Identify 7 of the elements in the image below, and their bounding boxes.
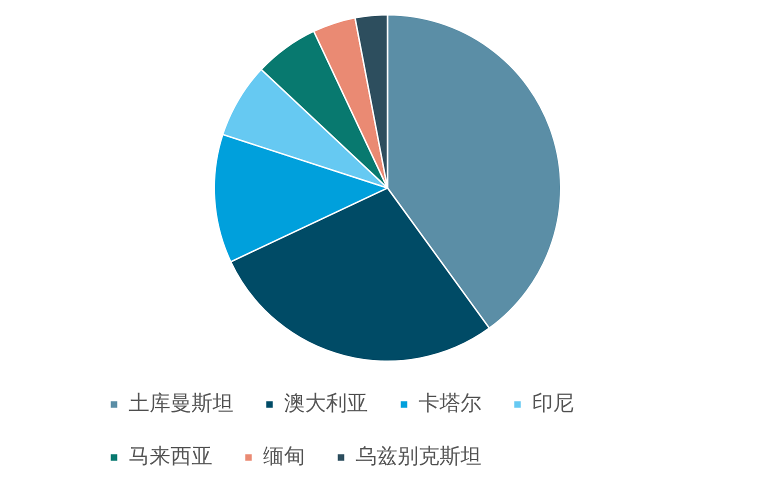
legend-label: 澳大利亚: [284, 390, 368, 415]
legend-label: 印尼: [532, 390, 574, 415]
legend-label: 土库曼斯坦: [128, 390, 234, 415]
legend-label: 马来西亚: [128, 444, 212, 468]
legend-label: 乌兹别克斯坦: [356, 444, 482, 468]
legend-label: 卡塔尔: [418, 390, 482, 415]
legend-label: 缅甸: [263, 444, 305, 468]
